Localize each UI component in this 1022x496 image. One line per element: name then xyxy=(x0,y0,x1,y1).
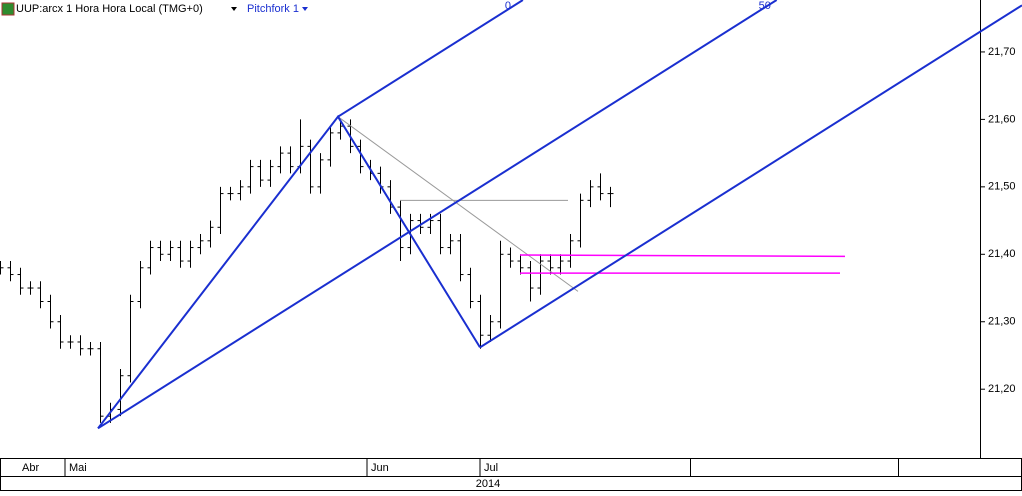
pitchfork-tine xyxy=(337,0,524,118)
y-tick-label: 21,20 xyxy=(988,383,1016,395)
symbol-icon xyxy=(1,2,15,16)
pitchfork-tine xyxy=(479,4,1022,349)
study-label[interactable]: Pitchfork 1 xyxy=(247,3,299,15)
x-tick-label: Abr xyxy=(22,462,39,474)
y-tick-label: 21,60 xyxy=(988,113,1016,125)
header[interactable]: UUP:arcx 1 Hora Hora Local (TMG+0) Pitch… xyxy=(1,2,308,16)
y-tick-label: 21,50 xyxy=(988,181,1016,193)
dropdown-arrow[interactable] xyxy=(302,7,308,11)
y-tick-label: 21,70 xyxy=(988,46,1016,58)
pitchfork-level-label: 0 xyxy=(505,0,511,12)
pitchfork-tine xyxy=(97,0,778,430)
drawing-line xyxy=(519,254,846,258)
x-tick-label: Mai xyxy=(69,462,87,474)
y-tick-label: 21,30 xyxy=(988,316,1016,328)
plot-area xyxy=(0,114,846,429)
year-label: 2014 xyxy=(476,478,500,490)
drawing-line xyxy=(337,116,579,292)
pitchfork-level-label: 50 xyxy=(759,0,771,12)
dropdown-arrow[interactable] xyxy=(231,7,237,11)
y-tick-label: 21,40 xyxy=(988,248,1016,260)
symbol-label[interactable]: UUP:arcx 1 Hora Hora Local (TMG+0) xyxy=(16,3,203,15)
x-tick-label: Jun xyxy=(371,462,389,474)
x-tick-label: Jul xyxy=(484,462,498,474)
